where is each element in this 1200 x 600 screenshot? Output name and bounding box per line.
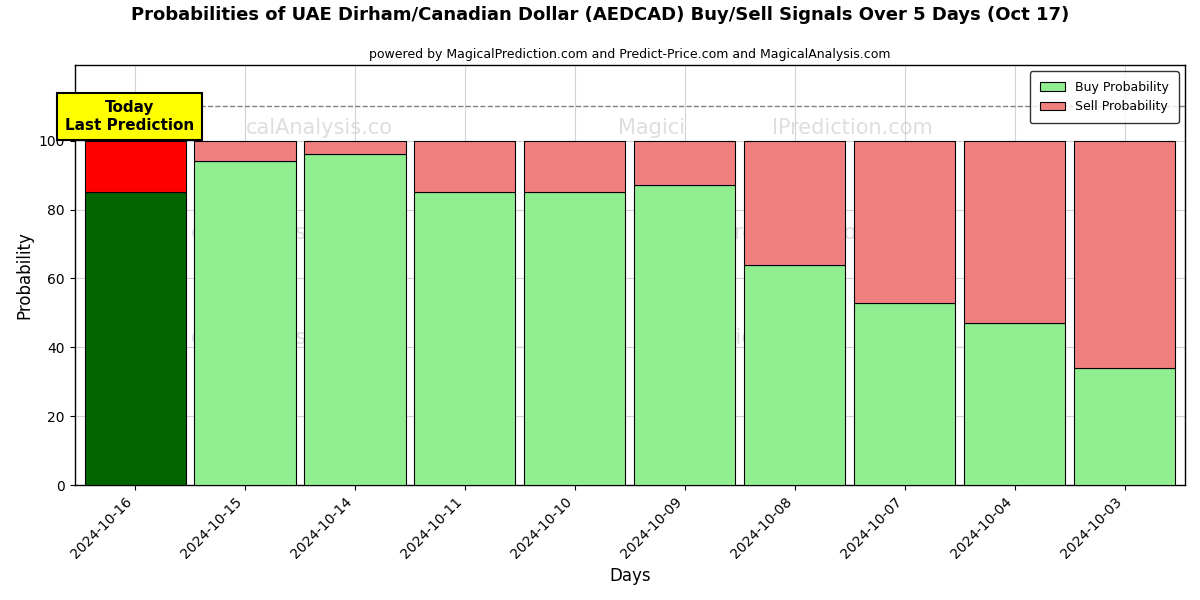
- Bar: [744, 265, 845, 485]
- Text: Magic: Magic: [544, 328, 605, 348]
- Bar: [414, 141, 516, 193]
- Text: Magici: Magici: [618, 118, 685, 138]
- Bar: [635, 185, 736, 485]
- Bar: [1074, 141, 1175, 368]
- Text: IPrediction.com: IPrediction.com: [772, 118, 932, 138]
- Bar: [854, 141, 955, 302]
- Bar: [964, 141, 1066, 323]
- Bar: [964, 323, 1066, 485]
- Text: Today
Last Prediction: Today Last Prediction: [65, 100, 194, 133]
- Bar: [84, 193, 186, 485]
- Y-axis label: Probability: Probability: [16, 231, 34, 319]
- Bar: [635, 141, 736, 185]
- Bar: [1074, 368, 1175, 485]
- Title: powered by MagicalPrediction.com and Predict-Price.com and MagicalAnalysis.com: powered by MagicalPrediction.com and Pre…: [370, 48, 890, 61]
- Bar: [305, 154, 406, 485]
- Bar: [194, 161, 295, 485]
- X-axis label: Days: Days: [610, 567, 650, 585]
- Text: Probabilities of UAE Dirham/Canadian Dollar (AEDCAD) Buy/Sell Signals Over 5 Day: Probabilities of UAE Dirham/Canadian Dol…: [131, 6, 1069, 24]
- Text: Magici: Magici: [541, 223, 608, 243]
- Bar: [84, 141, 186, 193]
- Bar: [744, 141, 845, 265]
- Text: calAnalysis.com: calAnalysis.com: [191, 328, 358, 348]
- Legend: Buy Probability, Sell Probability: Buy Probability, Sell Probability: [1030, 71, 1178, 124]
- Bar: [414, 193, 516, 485]
- Bar: [524, 193, 625, 485]
- Bar: [854, 302, 955, 485]
- Bar: [305, 141, 406, 154]
- Text: IPrediction.com: IPrediction.com: [716, 223, 877, 243]
- Bar: [524, 141, 625, 193]
- Text: calAnalysis.co: calAnalysis.co: [246, 118, 392, 138]
- Text: IPrediction.com: IPrediction.com: [683, 328, 844, 348]
- Bar: [194, 141, 295, 161]
- Text: calAnalysis.com: calAnalysis.com: [191, 223, 358, 243]
